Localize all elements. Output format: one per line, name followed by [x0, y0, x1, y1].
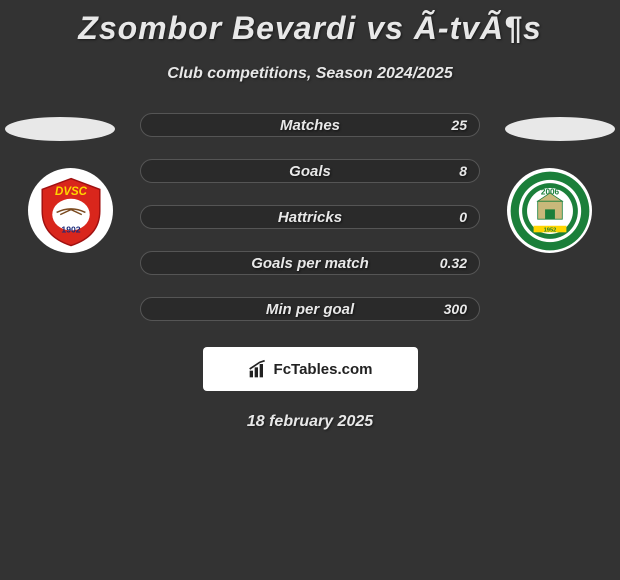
- comparison-date: 18 february 2025: [0, 413, 620, 431]
- paks-badge-icon: 2006 1952: [509, 170, 591, 252]
- footer-attribution[interactable]: FcTables.com: [203, 347, 418, 391]
- stat-label: Hattricks: [278, 209, 342, 226]
- comparison-area: DVSC 1902 2006 1952 Matches 25 Goals 8: [0, 113, 620, 431]
- stat-value: 300: [444, 301, 467, 317]
- svg-text:1952: 1952: [543, 227, 556, 233]
- stat-value: 0: [459, 209, 467, 225]
- ellipse-right: [505, 117, 615, 141]
- page-subtitle: Club competitions, Season 2024/2025: [0, 65, 620, 83]
- stat-row-min-per-goal: Min per goal 300: [140, 297, 480, 321]
- stat-value: 0.32: [440, 255, 467, 271]
- club-logo-right: 2006 1952: [507, 168, 592, 253]
- ellipse-left: [5, 117, 115, 141]
- stat-label: Goals per match: [251, 255, 369, 272]
- dvsc-badge-icon: DVSC 1902: [35, 175, 107, 247]
- chart-icon: [248, 359, 268, 379]
- stat-value: 25: [451, 117, 467, 133]
- club-logo-left: DVSC 1902: [28, 168, 113, 253]
- stats-column: Matches 25 Goals 8 Hattricks 0 Goals per…: [140, 113, 480, 321]
- stat-label: Goals: [289, 163, 331, 180]
- badge-year: 1902: [61, 224, 80, 234]
- footer-label: FcTables.com: [274, 361, 373, 378]
- stat-row-matches: Matches 25: [140, 113, 480, 137]
- stat-row-goals: Goals 8: [140, 159, 480, 183]
- stat-label: Matches: [280, 117, 340, 134]
- badge-text: DVSC: [55, 186, 88, 198]
- page-title: Zsombor Bevardi vs Ã-tvÃ¶s: [0, 0, 620, 47]
- stat-value: 8: [459, 163, 467, 179]
- stat-label: Min per goal: [266, 301, 354, 318]
- stat-row-goals-per-match: Goals per match 0.32: [140, 251, 480, 275]
- stat-row-hattricks: Hattricks 0: [140, 205, 480, 229]
